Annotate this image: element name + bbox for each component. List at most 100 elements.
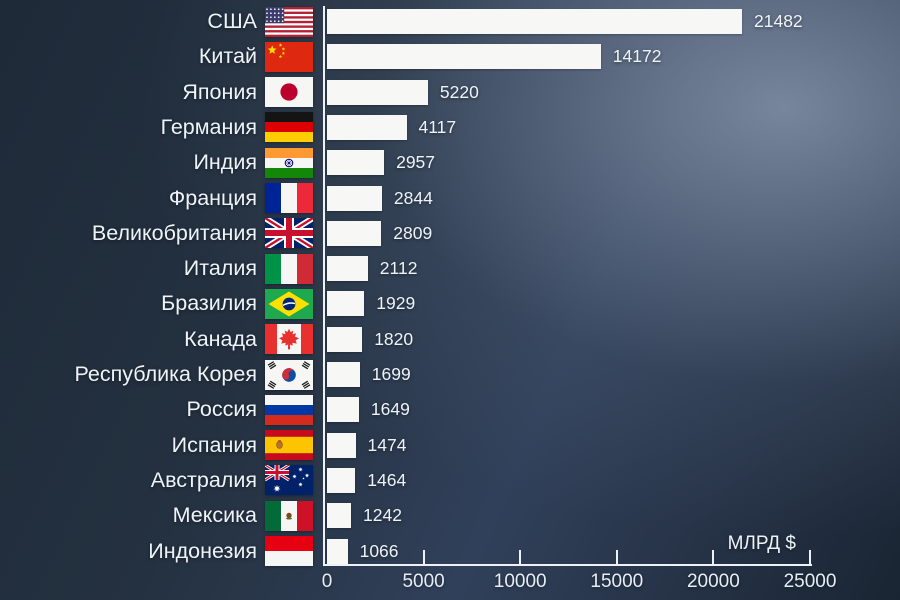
value-label: 2957 <box>396 152 436 173</box>
chart-row: Россия 1649 <box>0 392 900 427</box>
value-label: 1066 <box>359 540 399 561</box>
x-axis-tick-mark <box>615 550 618 564</box>
x-axis-tick-mark <box>712 550 715 564</box>
bar-track: 1699 <box>327 357 900 392</box>
country-label: Индия <box>193 150 257 175</box>
chart-row: Китай 14172 <box>0 39 900 74</box>
value-bar <box>327 79 428 105</box>
value-bar <box>327 256 368 282</box>
bar-track: 1066 <box>327 534 900 569</box>
value-bar <box>327 432 356 458</box>
chart-row: Канада 1820 <box>0 322 900 357</box>
bar-track: 2809 <box>327 216 900 251</box>
value-bar <box>327 9 742 34</box>
country-label: Франция <box>168 185 257 210</box>
bar-track: 4117 <box>327 110 900 145</box>
bar-track: 5220 <box>327 75 900 110</box>
chart-row: Республика Корея 1699 <box>0 357 900 392</box>
usa-flag-icon <box>265 6 313 37</box>
value-bar <box>327 397 359 423</box>
y-axis-line <box>323 6 325 566</box>
value-bar <box>327 185 382 211</box>
value-bar <box>327 538 348 564</box>
country-label: Россия <box>186 397 257 422</box>
chart-row: Великобритания 2809 <box>0 216 900 251</box>
value-bar <box>327 291 365 317</box>
bar-track: 1820 <box>327 322 900 357</box>
bar-track: 2844 <box>327 181 900 216</box>
chart-row: США 21482 <box>0 4 900 39</box>
mexico-flag-icon <box>265 500 313 531</box>
chart-row: Япония 5220 <box>0 75 900 110</box>
value-label: 1649 <box>370 399 410 420</box>
country-label: Индонезия <box>148 538 257 563</box>
country-label: Япония <box>182 79 257 104</box>
chart-row: Австралия 1464 <box>0 463 900 498</box>
brazil-flag-icon <box>265 288 313 319</box>
country-label: США <box>207 9 257 33</box>
country-label: Бразилия <box>161 291 257 316</box>
value-bar <box>327 220 382 246</box>
value-label: 1474 <box>367 434 407 455</box>
russia-flag-icon <box>265 394 313 425</box>
chart-row: Мексика 1242 <box>0 498 900 533</box>
x-axis-tick-mark <box>809 550 811 564</box>
spain-flag-icon <box>265 430 313 461</box>
x-axis-tick-label: 5000 <box>402 571 445 592</box>
country-label: Китай <box>198 44 257 69</box>
chart-row: Германия 4117 <box>0 110 900 145</box>
value-label: 5220 <box>439 81 479 102</box>
australia-flag-icon <box>265 465 313 496</box>
country-label: Республика Корея <box>74 362 258 386</box>
value-label: 1464 <box>367 469 407 490</box>
country-label: Мексика <box>172 503 257 528</box>
bar-track: 2957 <box>327 145 900 180</box>
bar-track: 14172 <box>327 39 900 74</box>
china-flag-icon <box>265 41 313 72</box>
value-label: 4117 <box>418 116 457 137</box>
bar-track: 1474 <box>327 428 900 463</box>
x-axis-tick-label: 10000 <box>493 571 547 592</box>
south-korea-flag-icon <box>265 359 313 390</box>
value-label: 1820 <box>374 328 414 349</box>
bar-track: 1929 <box>327 286 900 321</box>
country-label: Испания <box>171 432 257 457</box>
chart-row: Индия 2957 <box>0 145 900 180</box>
value-label: 2809 <box>393 222 433 243</box>
value-bar <box>327 503 351 529</box>
germany-flag-icon <box>265 112 313 143</box>
x-axis-tick-label: 15000 <box>590 571 644 592</box>
value-bar <box>327 362 360 387</box>
value-label: 1929 <box>376 293 416 314</box>
value-bar <box>327 114 407 140</box>
country-label: Австралия <box>150 467 257 492</box>
value-label: 2844 <box>393 187 433 208</box>
chart-row: Индонезия 1066 <box>0 534 900 569</box>
x-axis-tick-label: 0 <box>321 571 333 592</box>
value-label: 21482 <box>754 11 803 31</box>
italy-flag-icon <box>265 253 313 284</box>
chart-row: Испания 1474 <box>0 428 900 463</box>
country-label: Германия <box>160 114 257 139</box>
x-axis-line <box>323 564 812 566</box>
indonesia-flag-icon <box>265 536 313 566</box>
value-label: 14172 <box>612 46 662 67</box>
france-flag-icon <box>265 183 313 213</box>
value-bar <box>327 44 601 70</box>
x-axis-tick-label: 20000 <box>686 571 740 592</box>
uk-flag-icon <box>265 218 313 249</box>
value-bar <box>327 326 363 352</box>
bar-track: 21482 <box>327 4 900 39</box>
value-label: 2112 <box>379 258 418 279</box>
canada-flag-icon <box>265 324 313 355</box>
value-bar <box>327 150 385 176</box>
bar-track: 1649 <box>327 392 900 427</box>
value-label: 1242 <box>363 505 402 526</box>
bar-track: 2112 <box>327 251 900 286</box>
country-label: Канада <box>184 326 257 351</box>
chart-row: Франция 2844 <box>0 181 900 216</box>
bar-track: 1242 <box>327 498 900 533</box>
value-label: 1699 <box>371 364 411 384</box>
chart-row: Италия 2112 <box>0 251 900 286</box>
